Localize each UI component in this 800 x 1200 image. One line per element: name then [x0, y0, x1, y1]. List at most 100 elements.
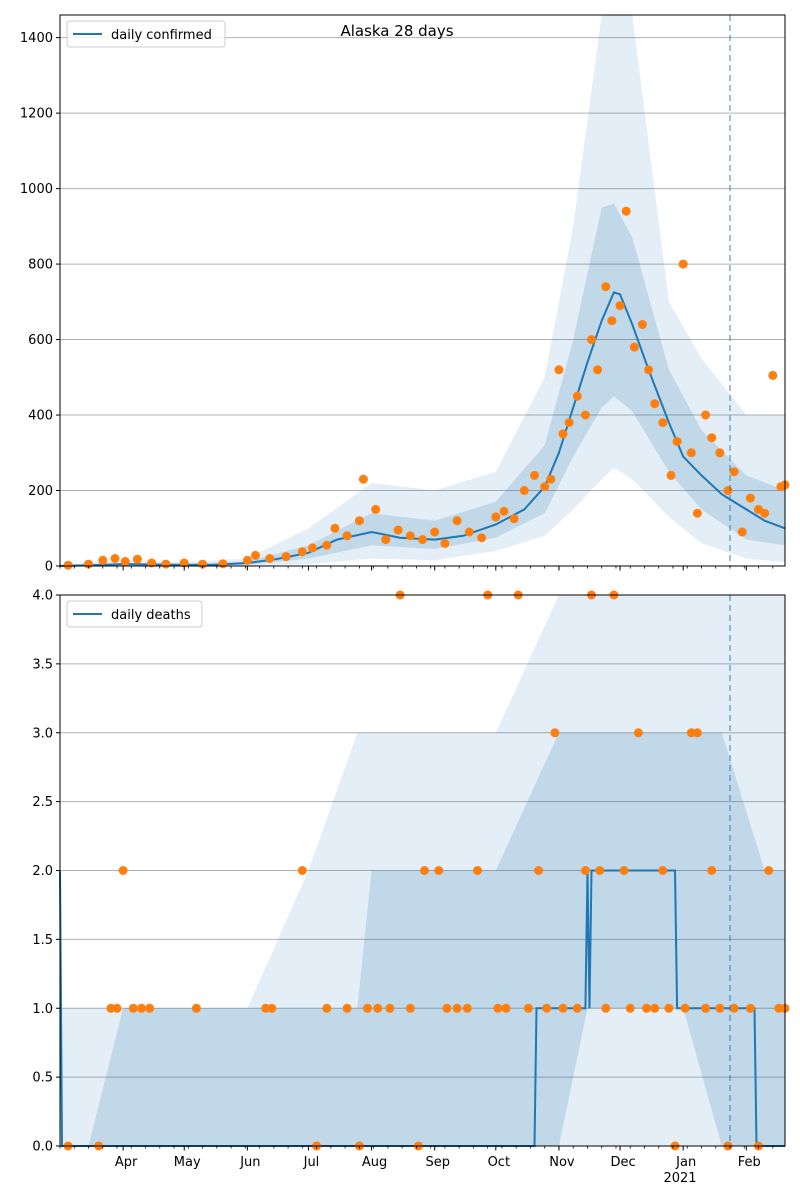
- confirmed-y-tick-label: 1000: [20, 182, 53, 197]
- confirmed-data-point: [251, 550, 260, 560]
- confirmed-data-point: [678, 259, 688, 269]
- confirmed-data-point: [692, 508, 702, 518]
- month-label: Nov: [549, 1155, 575, 1170]
- confirmed-data-point: [381, 535, 391, 545]
- deaths-data-point: [342, 1003, 352, 1013]
- confirmed-data-point: [405, 531, 415, 541]
- deaths-y-ticks: 0.0 0.5 1.0 1.5 2.0 2.5 3.0 3.5 4.0: [32, 589, 60, 1155]
- confirmed-data-point: [297, 547, 307, 557]
- deaths-legend: daily deaths: [66, 600, 203, 628]
- deaths-data-point: [664, 1003, 674, 1013]
- confirmed-data-point: [218, 559, 228, 569]
- confirmed-data-point: [440, 538, 450, 548]
- deaths-data-point: [601, 1003, 611, 1013]
- confirmed-data-point: [629, 342, 639, 352]
- deaths-y-tick-label: 3.0: [32, 726, 53, 741]
- confirmed-inner-band: [60, 203, 785, 566]
- confirmed-data-point: [737, 527, 747, 537]
- deaths-data-point: [405, 1003, 415, 1013]
- deaths-data-point: [385, 1003, 395, 1013]
- month-label: Jul: [303, 1155, 320, 1170]
- confirmed-y-tick-label: 1400: [20, 31, 53, 46]
- deaths-data-point: [452, 1003, 462, 1013]
- confirmed-data-point: [615, 301, 625, 311]
- confirmed-data-point: [371, 504, 381, 514]
- deaths-data-point: [493, 1003, 503, 1013]
- deaths-data-point: [729, 1003, 739, 1013]
- confirmed-data-point: [540, 482, 550, 492]
- confirmed-legend-box: [66, 20, 226, 48]
- confirmed-data-point: [464, 527, 474, 537]
- confirmed-data-point: [147, 558, 157, 568]
- deaths-data-point: [619, 866, 629, 875]
- deaths-data-point: [701, 1003, 711, 1013]
- deaths-y-tick-label: 3.5: [32, 657, 53, 672]
- confirmed-data-point: [723, 486, 733, 495]
- confirmed-y-tick-label: 800: [28, 258, 53, 273]
- confirmed-data-point: [418, 535, 427, 545]
- deaths-data-point: [642, 1003, 651, 1013]
- deaths-y-tick-label: 2.0: [32, 864, 53, 879]
- deaths-data-point: [137, 1003, 146, 1013]
- confirmed-data-point: [607, 316, 617, 326]
- deaths-observed-points: [63, 590, 790, 1151]
- deaths-y-tick-label: 0.5: [32, 1071, 53, 1086]
- deaths-data-point: [650, 1003, 660, 1013]
- deaths-data-point: [363, 1003, 372, 1013]
- confirmed-y-tick-label: 0: [45, 560, 53, 575]
- confirmed-data-point: [658, 418, 668, 428]
- confirmed-data-point: [120, 557, 130, 566]
- deaths-legend-box: [66, 600, 203, 628]
- confirmed-data-point: [546, 474, 556, 484]
- confirmed-plot-area: [60, 15, 785, 566]
- confirmed-data-point: [342, 531, 352, 541]
- confirmed-data-point: [554, 365, 564, 375]
- confirmed-data-point: [265, 554, 275, 563]
- deaths-data-point: [501, 1003, 511, 1013]
- deaths-data-point: [420, 866, 429, 875]
- confirmed-y-tick-label: 200: [28, 484, 53, 499]
- chart-title: Alaska 28 days: [340, 22, 453, 40]
- confirmed-observed-points: [63, 206, 790, 570]
- deaths-y-tick-label: 1.0: [32, 1002, 53, 1017]
- deaths-inner-band: [60, 732, 785, 1146]
- deaths-data-point: [707, 866, 717, 875]
- confirmed-data-point: [672, 437, 682, 446]
- deaths-legend-label: daily deaths: [111, 608, 191, 623]
- deaths-y-tick-label: 2.5: [32, 795, 53, 810]
- confirmed-data-point: [572, 391, 582, 401]
- confirmed-legend: daily confirmed: [66, 20, 226, 48]
- confirmed-y-tick-label: 600: [28, 333, 53, 348]
- month-label: Jun: [239, 1155, 260, 1170]
- deaths-panel: 0.0 0.5 1.0 1.5 2.0 2.5 3.0 3.5 4.0 Apr May Jun Jul…: [32, 589, 790, 1186]
- confirmed-data-point: [564, 418, 574, 428]
- confirmed-axes-frame: [59, 14, 786, 567]
- confirmed-y-tick-label: 1200: [20, 107, 53, 122]
- confirmed-data-point: [281, 552, 291, 562]
- deaths-data-point: [625, 1003, 635, 1013]
- confirmed-data-point: [701, 410, 711, 420]
- month-label: Apr: [115, 1155, 138, 1170]
- deaths-data-point: [322, 1003, 332, 1013]
- confirmed-data-point: [161, 559, 171, 569]
- deaths-data-point: [145, 1003, 155, 1013]
- confirmed-data-point: [760, 508, 770, 518]
- confirmed-data-point: [644, 365, 654, 375]
- deaths-data-point: [473, 866, 482, 875]
- confirmed-line: [59, 291, 786, 567]
- confirmed-y-tick-label: 400: [28, 409, 53, 424]
- deaths-data-point: [542, 1003, 552, 1013]
- confirmed-data-point: [601, 282, 611, 292]
- confirmed-outer-band: [60, 15, 785, 566]
- deaths-data-point: [297, 866, 307, 875]
- confirmed-y-ticks: 0 200 400 600 800 1000 1200 1400: [20, 31, 60, 575]
- month-labels: Apr May Jun Jul Aug Sep Oct Nov Dec Jan Feb: [115, 1155, 761, 1170]
- deaths-data-point: [633, 728, 643, 738]
- deaths-data-point: [112, 1003, 122, 1013]
- deaths-data-point: [462, 1003, 472, 1013]
- month-label: Dec: [610, 1155, 635, 1170]
- confirmed-data-point: [358, 474, 368, 484]
- deaths-data-point: [434, 866, 444, 875]
- confirmed-data-point: [530, 470, 539, 480]
